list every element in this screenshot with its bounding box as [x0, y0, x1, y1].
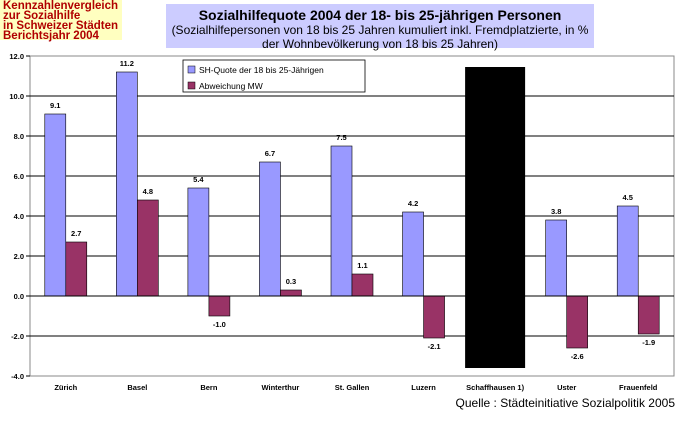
data-label: 4.8 [143, 187, 153, 196]
bar-sh-quote [259, 161, 281, 297]
data-label: 9.1 [50, 101, 60, 110]
y-tick-label: 10.0 [9, 92, 24, 101]
data-label: -1.9 [642, 338, 655, 347]
bar-sh-quote [545, 219, 567, 297]
bar-abweichung [423, 295, 445, 339]
y-tick-label: 8.0 [14, 132, 24, 141]
bar-abweichung [637, 295, 660, 335]
badge-line: Berichtsjahr 2004 [3, 30, 99, 42]
y-tick-label: 12.0 [9, 52, 24, 61]
badge-line: Kennzahlenvergleich [3, 0, 119, 12]
bar-abweichung [137, 199, 159, 297]
bar-sh-quote [187, 187, 210, 297]
x-tick-label: Schaffhausen 1) [466, 383, 524, 392]
x-tick-label: Luzern [411, 383, 436, 392]
data-label: 6.7 [265, 149, 275, 158]
bar-abweichung [208, 295, 231, 317]
bar-abweichung [280, 289, 302, 297]
bar-sh-quote [616, 205, 639, 297]
y-tick-label: 4.0 [14, 212, 24, 221]
data-label: 4.5 [623, 193, 633, 202]
y-tick-label: 6.0 [14, 172, 24, 181]
data-label: -2.1 [428, 342, 441, 351]
redaction-block [465, 67, 526, 368]
data-label: 11.2 [120, 59, 134, 68]
legend-label: Abweichung MW [199, 81, 263, 91]
bar-sh-quote [116, 71, 138, 297]
data-label: 1.1 [357, 261, 367, 270]
data-label: 0.3 [286, 277, 296, 286]
data-label: 4.2 [408, 199, 418, 208]
x-tick-label: Uster [557, 383, 576, 392]
legend [182, 59, 366, 93]
data-label: 7.5 [336, 133, 346, 142]
legend-swatch [187, 65, 196, 74]
legend-label: SH-Quote der 18 bis 25-Jährigen [199, 65, 324, 75]
bar-abweichung [566, 295, 588, 349]
x-tick-label: Zürich [54, 383, 77, 392]
bar-sh-quote [330, 145, 353, 297]
chart-subtitle: (Sozialhilfepersonen von 18 bis 25 Jahre… [171, 23, 589, 51]
x-tick-label: St. Gallen [335, 383, 370, 392]
data-label: 5.4 [193, 175, 204, 184]
x-tick-label: Winterthur [262, 383, 300, 392]
legend-swatch [187, 81, 196, 90]
badge-line: in Schweizer Städten [3, 20, 119, 32]
badge-line: zur Sozialhilfe [3, 10, 81, 22]
y-tick-label: 2.0 [14, 252, 24, 261]
chart-title: Sozialhilfequote 2004 der 18- bis 25-jäh… [198, 7, 562, 23]
bar-abweichung [351, 273, 374, 297]
x-tick-label: Frauenfeld [619, 383, 658, 392]
title-box: Sozialhilfequote 2004 der 18- bis 25-jäh… [166, 4, 594, 51]
y-tick-label: -2.0 [11, 332, 24, 341]
y-tick-label: 0.0 [14, 292, 24, 301]
data-label: 3.8 [551, 207, 561, 216]
report-badge: Kennzahlenvergleich zur Sozialhilfe in S… [0, 0, 122, 42]
data-label: -1.0 [213, 320, 226, 329]
x-tick-label: Basel [127, 383, 147, 392]
bar-abweichung [65, 241, 88, 297]
y-tick-label: -4.0 [11, 372, 24, 381]
data-label: -2.6 [571, 352, 584, 361]
bar-sh-quote [402, 211, 424, 297]
source-note: Quelle : Städteinitiative Sozialpolitik … [455, 396, 675, 410]
data-label: 2.7 [71, 229, 81, 238]
x-tick-label: Bern [200, 383, 218, 392]
bar-sh-quote [44, 113, 67, 297]
